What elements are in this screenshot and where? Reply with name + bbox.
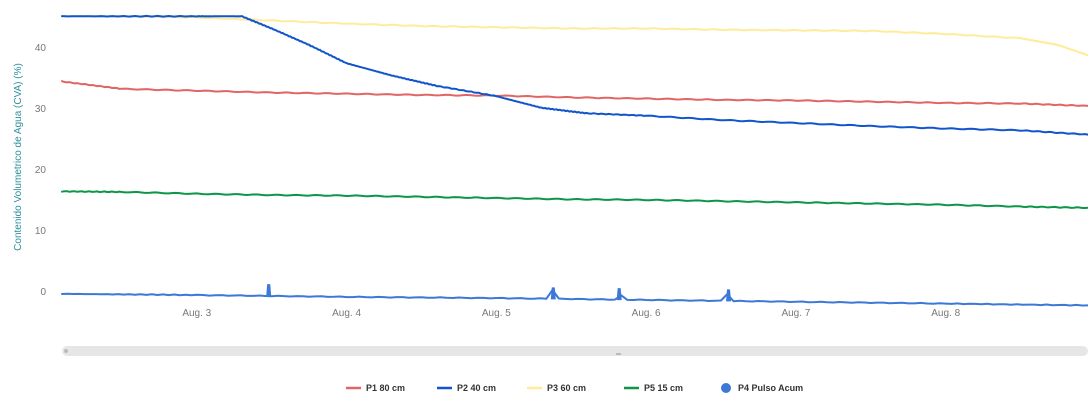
pulse-spike[interactable]: [726, 289, 732, 302]
x-tick-label: Aug. 4: [332, 308, 361, 319]
legend-item[interactable]: P1 80 cm: [346, 383, 405, 393]
navigator-left-handle[interactable]: [64, 349, 68, 353]
legend-item[interactable]: P4 Pulso Acum: [721, 383, 803, 393]
legend-item[interactable]: P3 60 cm: [527, 383, 586, 393]
series-line-p3-60-cm[interactable]: [61, 14, 1088, 57]
legend-label: P3 60 cm: [547, 383, 586, 393]
y-tick-label: 40: [35, 43, 47, 54]
range-navigator[interactable]: [62, 346, 1088, 356]
series-line-p5-15-cm[interactable]: [61, 190, 1088, 209]
legend-item[interactable]: P5 15 cm: [624, 383, 683, 393]
legend-label: P4 Pulso Acum: [738, 383, 803, 393]
series-line-p1-80-cm[interactable]: [61, 80, 1088, 107]
pulse-spike[interactable]: [266, 284, 272, 297]
legend-item[interactable]: P2 40 cm: [437, 383, 496, 393]
navigator-grip-icon[interactable]: [616, 353, 621, 355]
pulse-spike[interactable]: [616, 288, 622, 301]
x-tick-label: Aug. 6: [632, 308, 661, 319]
x-tick-label: Aug. 3: [182, 308, 211, 319]
x-tick-label: Aug. 7: [781, 308, 810, 319]
legend: P1 80 cm P2 40 cm P3 60 cm P5 15 cm P4 Pulso…: [346, 383, 803, 393]
y-tick-label: 30: [35, 104, 47, 115]
series-line-p4-pulso-acum[interactable]: [61, 289, 1088, 307]
x-tick-label: Aug. 5: [482, 308, 511, 319]
legend-label: P2 40 cm: [457, 383, 496, 393]
series-line-p2-40-cm[interactable]: [61, 14, 1088, 136]
series-layer: [61, 14, 1088, 307]
legend-symbol-circle-icon: [721, 383, 731, 393]
y-tick-label: 10: [35, 226, 47, 237]
y-axis-title: Contenido Volumetrico de Agua (CVA) (%): [13, 63, 24, 251]
legend-label: P1 80 cm: [366, 383, 405, 393]
y-tick-label: 20: [35, 165, 47, 176]
x-tick-labels: Aug. 3 Aug. 4 Aug. 5 Aug. 6 Aug. 7 Aug. 8: [182, 308, 960, 319]
navigator-track[interactable]: [62, 346, 1088, 356]
y-tick-labels: 0 10 20 30 40: [35, 43, 47, 298]
pulse-spike[interactable]: [550, 287, 556, 300]
y-tick-label: 0: [40, 287, 46, 298]
x-tick-label: Aug. 8: [931, 308, 960, 319]
legend-label: P5 15 cm: [644, 383, 683, 393]
